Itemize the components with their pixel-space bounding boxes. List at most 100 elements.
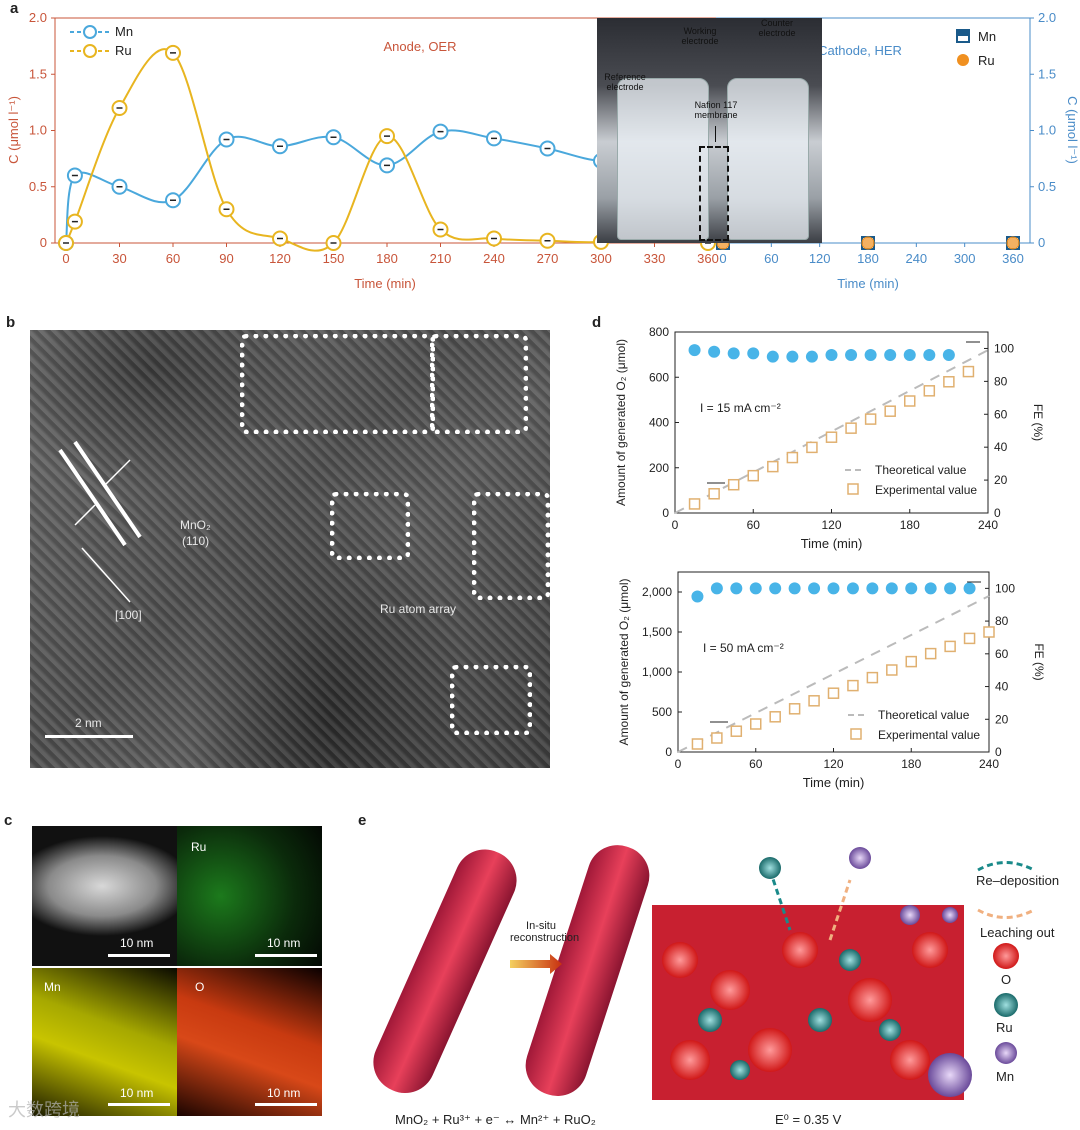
ru-legend-ball bbox=[994, 993, 1018, 1017]
right-x-tick-label: 300 bbox=[954, 251, 976, 266]
fe-point bbox=[788, 582, 801, 595]
left-y-tick-label: 2.0 bbox=[29, 10, 47, 25]
panel-label-e: e bbox=[358, 812, 367, 829]
right-y-tick-label: 1.0 bbox=[1038, 123, 1056, 138]
left-x-tick-label: 30 bbox=[112, 251, 126, 266]
anode-label: Anode, OER bbox=[384, 39, 457, 54]
haadf-image: 10 nm bbox=[32, 826, 177, 966]
fe-point bbox=[808, 582, 821, 595]
fe-point bbox=[845, 349, 858, 362]
leaching-arrow bbox=[977, 908, 1035, 919]
scalebar bbox=[108, 954, 170, 957]
legend-marker-mn bbox=[83, 25, 97, 39]
x-tick-label: 180 bbox=[901, 757, 921, 771]
y-axis-title: Amount of generated O₂ (μmol) bbox=[617, 579, 631, 746]
panel-label-d: d bbox=[592, 314, 602, 331]
fe-point bbox=[884, 349, 897, 362]
experimental-point bbox=[769, 711, 781, 723]
experimental-point bbox=[866, 671, 879, 684]
experimental-point bbox=[708, 488, 720, 500]
x-tick-label: 180 bbox=[900, 518, 920, 532]
left-x-tick-label: 0 bbox=[62, 251, 69, 266]
scalebar-label: 10 nm bbox=[120, 1086, 154, 1100]
panel-a-chart: 0 00.5 0.51.0 1.01.5 1.52.0 2.00 30 60 90 120 150 1… bbox=[6, 10, 1080, 291]
fe-point bbox=[924, 582, 937, 595]
y2-tick-label: 0 bbox=[994, 506, 1001, 520]
cathode-point-ru bbox=[861, 236, 875, 250]
y-tick-label: 2,000 bbox=[642, 585, 672, 599]
right-y-axis-title: C (μmol l⁻¹) bbox=[1065, 96, 1080, 164]
leaching-label: Leaching out bbox=[980, 925, 1055, 940]
plot-frame-bottom bbox=[677, 571, 990, 753]
scalebar-label: 10 nm bbox=[120, 936, 154, 950]
fe-point bbox=[805, 350, 818, 363]
y2-tick-label: 40 bbox=[994, 440, 1008, 454]
y-tick-label: 500 bbox=[652, 705, 672, 719]
legend-label-ru: Ru bbox=[115, 43, 132, 58]
legend-theoretical-label: Theoretical value bbox=[875, 463, 967, 477]
experimental-point bbox=[750, 718, 762, 730]
electrolysis-cell-photo: Working electrode Counter electrode Refe… bbox=[597, 18, 822, 243]
scalebar-label: 10 nm bbox=[267, 936, 301, 950]
x-tick-label: 0 bbox=[672, 518, 679, 532]
standard-potential: E⁰ = 0.35 V bbox=[775, 1112, 842, 1127]
left-y-tick-label: 0.5 bbox=[29, 179, 47, 194]
fe-point bbox=[846, 582, 859, 595]
left-x-tick-label: 180 bbox=[376, 251, 398, 266]
x-tick-label: 60 bbox=[749, 757, 763, 771]
right-y-tick-label: 2.0 bbox=[1038, 10, 1056, 25]
ru-region-box bbox=[472, 492, 550, 600]
fe-point bbox=[747, 347, 760, 360]
fe-point bbox=[727, 347, 740, 360]
experimental-point bbox=[845, 422, 857, 434]
y-tick-label: 1,000 bbox=[642, 665, 672, 679]
left-x-tick-label: 300 bbox=[590, 251, 612, 266]
ru-map: Ru 10 nm bbox=[177, 826, 322, 966]
right-y-tick-label: 1.5 bbox=[1038, 66, 1056, 81]
scalebar bbox=[45, 735, 133, 738]
y-tick-label: 800 bbox=[649, 325, 669, 339]
experimental-point bbox=[983, 626, 995, 638]
experimental-point bbox=[727, 478, 740, 491]
cathode-legend-fill-mn bbox=[957, 30, 969, 36]
redeposition-arrow bbox=[977, 861, 1035, 872]
experimental-point bbox=[730, 725, 743, 737]
mn-map: Mn 10 nm bbox=[32, 968, 177, 1116]
legend-experimental-label: Experimental value bbox=[875, 483, 977, 497]
fe-point bbox=[963, 582, 976, 595]
ru-region-box bbox=[430, 334, 528, 434]
hrtem-image: MnO₂ (110) [100] Ru atom array 2 nm bbox=[30, 330, 550, 768]
experimental-point bbox=[827, 687, 840, 699]
y-tick-label: 0 bbox=[665, 745, 672, 759]
experimental-point bbox=[886, 664, 898, 676]
experimental-point bbox=[691, 738, 704, 750]
y-tick-label: 0 bbox=[662, 506, 669, 520]
y-tick-label: 600 bbox=[649, 370, 669, 384]
panel-label-b: b bbox=[6, 314, 16, 331]
experimental-point bbox=[788, 703, 801, 715]
y2-tick-label: 80 bbox=[994, 374, 1008, 388]
legend-label-mn: Mn bbox=[115, 24, 133, 39]
mn-map-label: Mn bbox=[44, 980, 61, 994]
nafion-membrane-label: Nafion 117 membrane bbox=[694, 100, 738, 120]
cathode-legend-marker-ru bbox=[957, 54, 969, 66]
ru-region-box bbox=[330, 492, 410, 560]
fe-point bbox=[708, 345, 721, 358]
left-x-tick-label: 270 bbox=[537, 251, 559, 266]
left-y-tick-label: 1.5 bbox=[29, 66, 47, 81]
o-legend-ball bbox=[993, 943, 1019, 969]
mno2-label: MnO₂ bbox=[180, 518, 211, 532]
fe-point bbox=[885, 582, 898, 595]
experimental-point bbox=[944, 640, 956, 653]
cathode-label: Cathode, HER bbox=[818, 43, 902, 58]
experimental-point bbox=[923, 385, 936, 397]
left-x-tick-label: 210 bbox=[430, 251, 452, 266]
o-map-label: O bbox=[195, 980, 205, 994]
panel-e-schematic bbox=[373, 845, 1035, 1100]
y2-tick-label: 80 bbox=[995, 614, 1009, 628]
left-x-tick-label: 330 bbox=[644, 251, 666, 266]
y2-tick-label: 20 bbox=[994, 473, 1008, 487]
fe-point bbox=[749, 582, 762, 595]
mn-legend-ball bbox=[995, 1042, 1017, 1064]
y2-axis-title: FE (%) bbox=[1031, 404, 1045, 441]
